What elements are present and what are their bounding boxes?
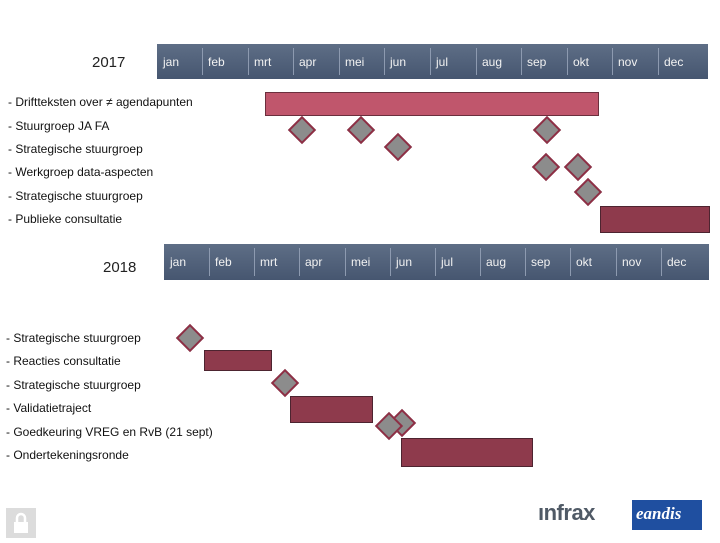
month-apr: apr <box>299 54 317 69</box>
task-2018-3: - Strategische stuurgroep <box>6 378 141 392</box>
month-feb: feb <box>215 255 232 269</box>
lock-icon <box>6 508 36 538</box>
milestone-strategische-2 <box>573 177 603 207</box>
year-2017: 2017 <box>92 54 126 71</box>
month-aug: aug <box>482 54 503 69</box>
month-aug: aug <box>486 255 507 269</box>
milestone-werkgroep-1 <box>531 152 561 182</box>
month-mei: mei <box>351 255 371 269</box>
milestone-stuurgroep-3 <box>532 115 562 145</box>
month-nov: nov <box>622 255 642 269</box>
month-sep: sep <box>527 54 547 69</box>
timeline-2017: jan feb mrt apr mei jun jul aug sep okt … <box>157 44 708 79</box>
month-apr: apr <box>305 255 323 269</box>
month-mrt: mrt <box>254 54 272 69</box>
month-dec: dec <box>664 54 684 69</box>
month-mrt: mrt <box>260 255 278 269</box>
year-2018: 2018 <box>103 259 137 276</box>
task-2017-3: - Strategische stuurgroep <box>8 142 143 156</box>
bar-reacties-consultatie <box>204 350 272 371</box>
milestone-stuurgroep-2 <box>346 115 376 145</box>
month-jan: jan <box>163 54 180 69</box>
month-jan: jan <box>170 255 187 269</box>
infrax-logo: ınfrax <box>538 500 595 525</box>
task-2017-4: - Werkgroep data-aspecten <box>8 165 154 179</box>
timeline-2018: jan feb mrt apr mei jun jul aug sep okt … <box>164 244 709 280</box>
month-mei: mei <box>345 54 365 69</box>
bar-ondertekeningsronde <box>401 438 533 467</box>
milestone-2018-strategische-2 <box>270 368 300 398</box>
milestone-stuurgroep-1 <box>287 115 317 145</box>
task-2017-1: - Driftteksten over ≠ agendapunten <box>8 95 193 109</box>
month-okt: okt <box>576 255 593 269</box>
task-2018-1: - Strategische stuurgroep <box>6 331 141 345</box>
task-2017-6: - Publieke consultatie <box>8 212 123 226</box>
task-2018-6: - Ondertekeningsronde <box>6 448 129 462</box>
task-2017-2: - Stuurgroep JA FA <box>8 119 110 133</box>
bar-driftteksten <box>265 92 599 116</box>
task-2018-5: - Goedkeuring VREG en RvB (21 sept) <box>6 425 213 439</box>
month-jul: jul <box>436 54 449 69</box>
month-jun: jun <box>396 255 413 269</box>
month-feb: feb <box>208 54 225 69</box>
month-jul: jul <box>441 255 454 269</box>
month-jun: jun <box>390 54 407 69</box>
milestone-2018-strategische-1 <box>175 323 205 353</box>
month-dec: dec <box>667 255 687 269</box>
month-nov: nov <box>618 54 638 69</box>
month-okt: okt <box>573 54 590 69</box>
eandis-logo: eandis <box>632 500 702 530</box>
month-sep: sep <box>531 255 551 269</box>
task-2018-4: - Validatietraject <box>6 401 92 415</box>
task-2017-5: - Strategische stuurgroep <box>8 189 143 203</box>
bar-validatietraject <box>290 396 373 423</box>
task-2018-2: - Reacties consultatie <box>6 354 121 368</box>
bar-publieke-consultatie <box>600 206 710 233</box>
milestone-strategische-1 <box>383 132 413 162</box>
